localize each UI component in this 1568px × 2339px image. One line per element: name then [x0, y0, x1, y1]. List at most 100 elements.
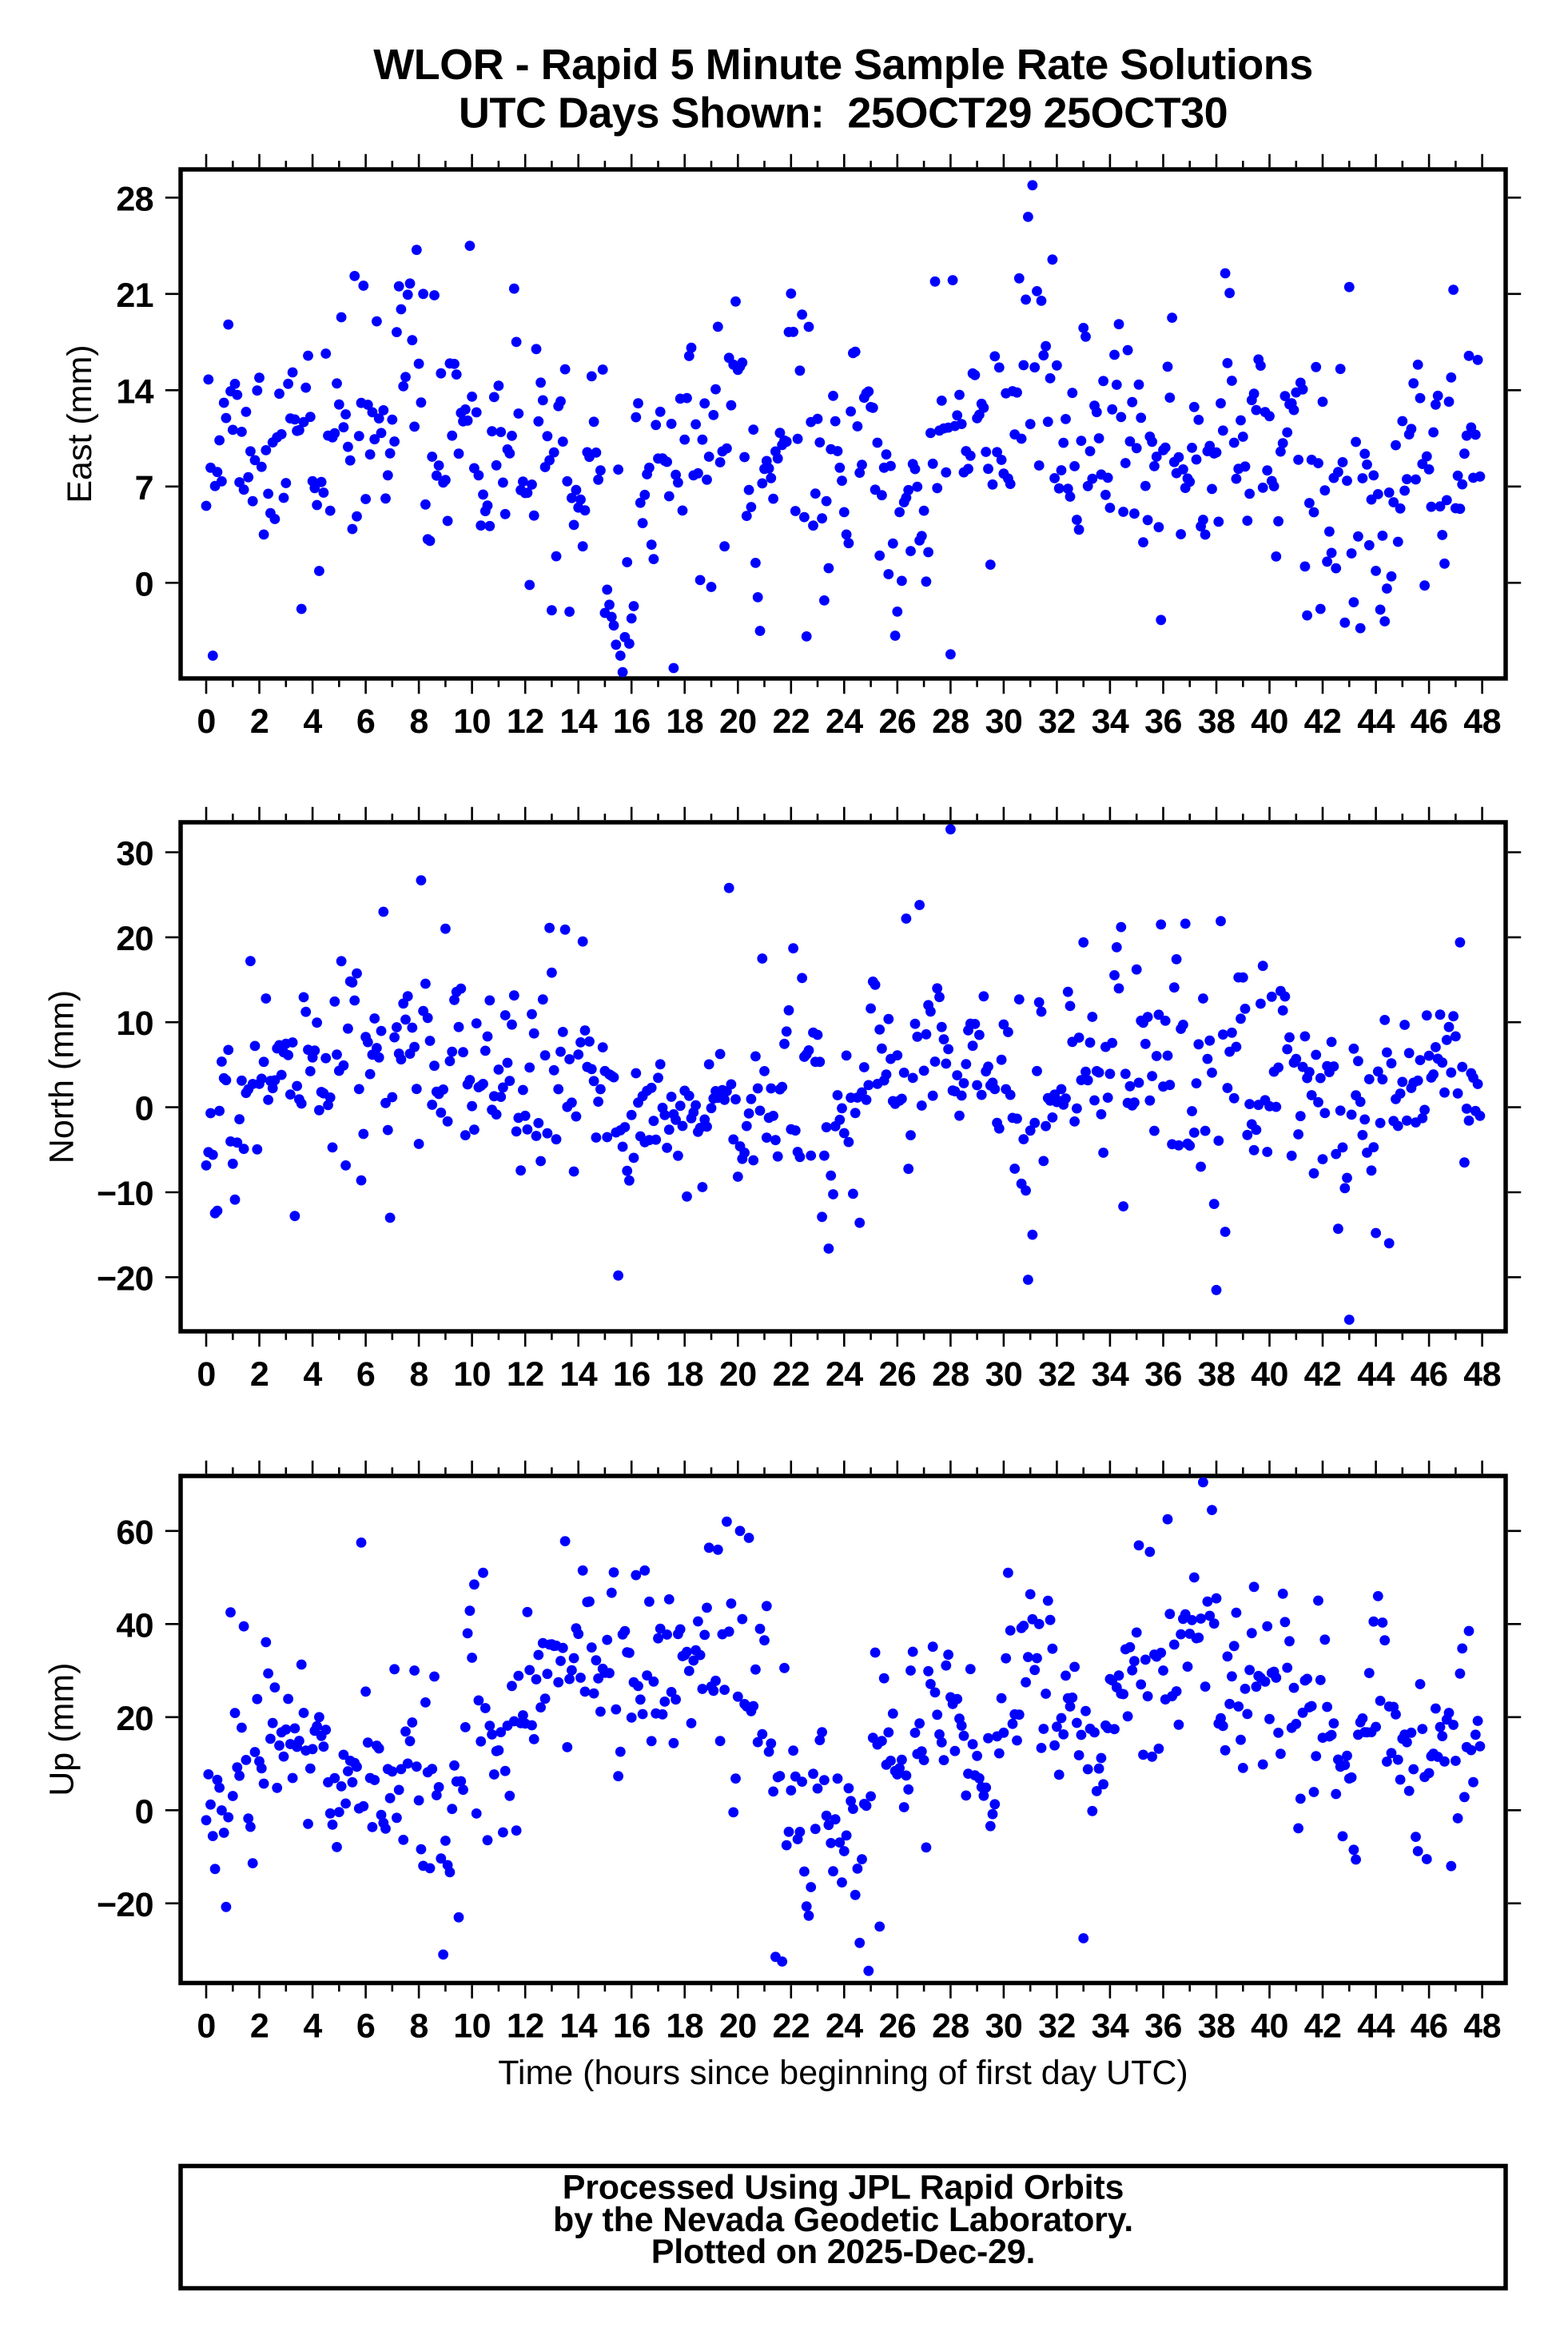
svg-text:32: 32 — [1038, 1355, 1076, 1394]
svg-text:40: 40 — [1251, 2007, 1288, 2046]
svg-text:10: 10 — [453, 702, 491, 741]
svg-text:28: 28 — [932, 702, 969, 741]
svg-text:44: 44 — [1357, 2007, 1395, 2046]
svg-text:Up (mm): Up (mm) — [43, 1663, 82, 1796]
svg-text:10: 10 — [116, 1004, 153, 1043]
svg-text:34: 34 — [1092, 702, 1129, 741]
svg-text:32: 32 — [1038, 702, 1076, 741]
svg-text:24: 24 — [826, 2007, 863, 2046]
svg-text:24: 24 — [826, 702, 863, 741]
svg-text:10: 10 — [453, 1355, 491, 1394]
svg-text:38: 38 — [1198, 702, 1236, 741]
svg-text:Plotted on 2025-Dec-29.: Plotted on 2025-Dec-29. — [651, 2233, 1036, 2271]
svg-text:0: 0 — [135, 1792, 153, 1831]
svg-text:2: 2 — [250, 2007, 269, 2046]
svg-text:26: 26 — [878, 2007, 916, 2046]
svg-text:34: 34 — [1092, 1355, 1129, 1394]
svg-text:44: 44 — [1357, 1355, 1395, 1394]
svg-text:46: 46 — [1411, 702, 1448, 741]
svg-text:26: 26 — [878, 1355, 916, 1394]
svg-text:34: 34 — [1092, 2007, 1129, 2046]
svg-text:46: 46 — [1411, 2007, 1448, 2046]
svg-text:36: 36 — [1144, 702, 1182, 741]
svg-text:−20: −20 — [97, 1259, 153, 1298]
svg-text:46: 46 — [1411, 1355, 1448, 1394]
svg-text:36: 36 — [1144, 2007, 1182, 2046]
svg-text:2: 2 — [250, 702, 269, 741]
svg-text:14: 14 — [559, 1355, 597, 1394]
svg-text:0: 0 — [197, 1355, 215, 1394]
svg-text:UTC Days Shown: 25OCT29 25OCT: UTC Days Shown: 25OCT29 25OCT30 — [459, 89, 1228, 137]
svg-text:20: 20 — [719, 702, 757, 741]
svg-text:42: 42 — [1304, 702, 1342, 741]
svg-text:14: 14 — [116, 372, 153, 411]
svg-text:Processed Using JPL Rapid Orbi: Processed Using JPL Rapid Orbits — [563, 2169, 1124, 2207]
svg-text:48: 48 — [1463, 702, 1501, 741]
svg-text:WLOR - Rapid 5 Minute Sample R: WLOR - Rapid 5 Minute Sample Rate Soluti… — [373, 41, 1313, 89]
svg-text:18: 18 — [666, 702, 703, 741]
svg-text:18: 18 — [666, 2007, 703, 2046]
svg-text:8: 8 — [409, 1355, 428, 1394]
svg-text:32: 32 — [1038, 2007, 1076, 2046]
svg-text:by the Nevada Geodetic Laborat: by the Nevada Geodetic Laboratory. — [553, 2201, 1133, 2239]
svg-text:North (mm): North (mm) — [43, 990, 82, 1164]
svg-text:16: 16 — [613, 702, 651, 741]
svg-text:12: 12 — [507, 2007, 544, 2046]
svg-text:40: 40 — [1251, 702, 1288, 741]
svg-text:36: 36 — [1144, 1355, 1182, 1394]
svg-text:14: 14 — [559, 702, 597, 741]
svg-text:4: 4 — [303, 2007, 322, 2046]
svg-text:38: 38 — [1198, 1355, 1236, 1394]
svg-text:0: 0 — [135, 565, 153, 603]
svg-text:10: 10 — [453, 2007, 491, 2046]
svg-text:East (mm): East (mm) — [61, 344, 99, 503]
svg-text:22: 22 — [772, 1355, 810, 1394]
svg-text:22: 22 — [772, 2007, 810, 2046]
svg-text:30: 30 — [985, 702, 1023, 741]
svg-text:18: 18 — [666, 1355, 703, 1394]
svg-text:0: 0 — [197, 2007, 215, 2046]
svg-text:16: 16 — [613, 1355, 651, 1394]
svg-text:24: 24 — [826, 1355, 863, 1394]
svg-text:42: 42 — [1304, 1355, 1342, 1394]
svg-text:Time (hours since beginning of: Time (hours since beginning of first day… — [498, 2054, 1188, 2092]
svg-text:6: 6 — [356, 702, 375, 741]
svg-text:2: 2 — [250, 1355, 269, 1394]
svg-text:20: 20 — [719, 2007, 757, 2046]
svg-text:6: 6 — [356, 2007, 375, 2046]
svg-text:48: 48 — [1463, 2007, 1501, 2046]
svg-text:28: 28 — [932, 2007, 969, 2046]
svg-text:20: 20 — [719, 1355, 757, 1394]
svg-text:−10: −10 — [97, 1175, 153, 1213]
svg-text:40: 40 — [116, 1606, 153, 1645]
svg-text:20: 20 — [116, 920, 153, 958]
svg-text:12: 12 — [507, 1355, 544, 1394]
svg-text:28: 28 — [932, 1355, 969, 1394]
svg-text:−20: −20 — [97, 1886, 153, 1924]
svg-text:38: 38 — [1198, 2007, 1236, 2046]
svg-text:12: 12 — [507, 702, 544, 741]
svg-text:40: 40 — [1251, 1355, 1288, 1394]
svg-text:44: 44 — [1357, 702, 1395, 741]
svg-text:7: 7 — [135, 469, 153, 507]
svg-text:60: 60 — [116, 1514, 153, 1552]
svg-text:30: 30 — [985, 2007, 1023, 2046]
svg-text:4: 4 — [303, 702, 322, 741]
svg-text:16: 16 — [613, 2007, 651, 2046]
svg-text:20: 20 — [116, 1700, 153, 1738]
svg-text:8: 8 — [409, 2007, 428, 2046]
svg-text:30: 30 — [116, 835, 153, 873]
svg-text:6: 6 — [356, 1355, 375, 1394]
svg-text:48: 48 — [1463, 1355, 1501, 1394]
svg-text:30: 30 — [985, 1355, 1023, 1394]
svg-text:0: 0 — [135, 1090, 153, 1128]
svg-text:21: 21 — [116, 276, 153, 315]
svg-text:42: 42 — [1304, 2007, 1342, 2046]
svg-text:28: 28 — [116, 180, 153, 218]
svg-text:0: 0 — [197, 702, 215, 741]
svg-text:22: 22 — [772, 702, 810, 741]
svg-text:8: 8 — [409, 702, 428, 741]
svg-text:14: 14 — [559, 2007, 597, 2046]
svg-text:4: 4 — [303, 1355, 322, 1394]
svg-text:26: 26 — [878, 702, 916, 741]
